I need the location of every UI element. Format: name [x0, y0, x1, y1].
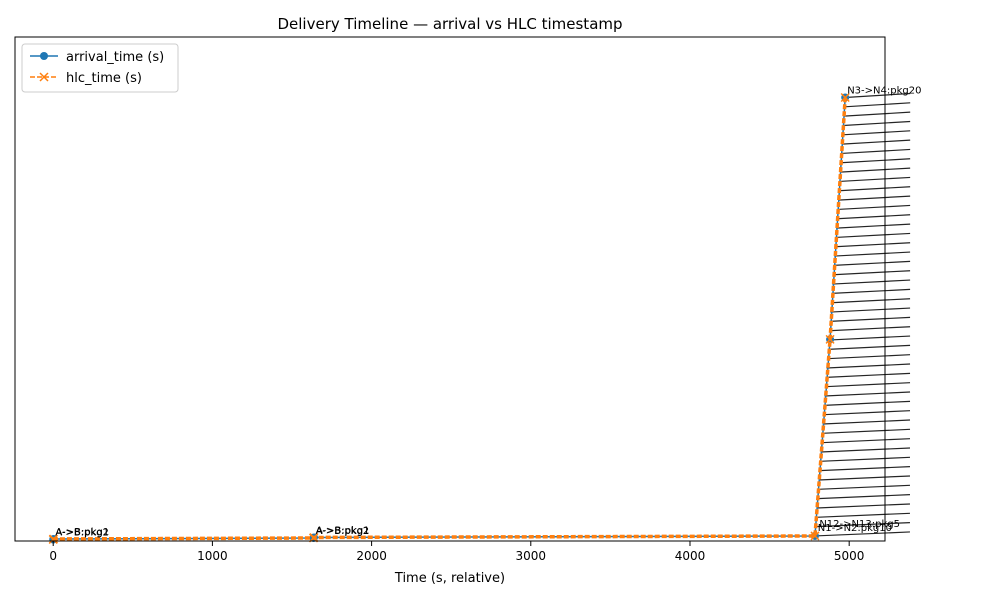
- annotation-leader: [843, 120, 911, 127]
- annotation-leader: [835, 232, 911, 239]
- annotation-label: N12->N13:pkg5: [819, 519, 900, 530]
- annotation-leader: [834, 251, 911, 257]
- annotation-leader: [839, 176, 911, 183]
- legend-marker: [39, 72, 49, 82]
- annotation-leader: [832, 270, 911, 276]
- annotation-leader: [825, 372, 911, 378]
- series-0: [49, 93, 850, 544]
- annotation-leader: [842, 130, 911, 136]
- annotation-leader: [843, 111, 911, 117]
- annotation-leader: [816, 512, 910, 518]
- annotation-leader: [836, 223, 911, 229]
- annotation-leader: [819, 466, 911, 472]
- annotation-leader: [838, 186, 911, 192]
- annotation-leader: [827, 354, 911, 360]
- annotation-leader: [844, 102, 911, 108]
- annotation-leader: [837, 204, 911, 211]
- annotation-leader: [832, 279, 911, 285]
- annotation-leader: [845, 92, 911, 99]
- annotation-leader: [836, 214, 911, 220]
- series-line: [51, 97, 847, 541]
- annotation-leader: [826, 363, 911, 369]
- annotation-leader: [841, 148, 911, 155]
- annotation-label: A->B:pkg1: [56, 527, 110, 538]
- annotation-leader: [833, 260, 911, 267]
- series-line: [52, 97, 846, 540]
- annotation-leader: [823, 400, 911, 406]
- data-point: [810, 531, 820, 541]
- annotation-leader: [827, 344, 911, 350]
- plot-frame: [14, 36, 886, 542]
- annotation-leader: [815, 522, 910, 528]
- annotation-leader: [841, 139, 911, 145]
- x-tick-label: 0: [49, 549, 57, 563]
- annotation-leader: [830, 307, 911, 313]
- annotation-leader: [818, 484, 911, 490]
- annotation-leader: [820, 456, 911, 462]
- annotation-leader: [831, 288, 911, 294]
- x-tick-label: 4000: [675, 549, 706, 563]
- x-tick-label: 5000: [834, 549, 865, 563]
- annotation-leader: [829, 316, 911, 322]
- legend-label: hlc_time (s): [66, 71, 142, 86]
- annotation-leader: [816, 503, 910, 509]
- annotation-leader: [824, 391, 911, 397]
- annotation-label: N1->N2:pkg10: [818, 523, 892, 534]
- annotation-label: A->B:pkg2: [315, 526, 369, 537]
- x-tick-label: 2000: [356, 549, 387, 563]
- annotation-leader: [821, 438, 911, 444]
- annotation-leader: [822, 419, 911, 425]
- annotation-leader: [831, 298, 911, 304]
- annotation-leader: [818, 475, 911, 481]
- legend-marker: [40, 52, 48, 60]
- data-point: [309, 532, 319, 543]
- series-1: [48, 92, 850, 545]
- legend-label: arrival_time (s): [66, 50, 164, 65]
- annotation-leader: [840, 167, 911, 173]
- annotation-leader: [829, 326, 911, 332]
- annotation-label: A->B:pkg1: [316, 525, 370, 536]
- annotation-label: A->B:pkg2: [55, 527, 109, 538]
- annotation-leader: [820, 447, 911, 453]
- annotation-leader: [823, 410, 911, 416]
- annotation-leader: [822, 428, 911, 434]
- chart-title: Delivery Timeline — arrival vs HLC times…: [277, 15, 622, 33]
- x-tick-label: 3000: [516, 549, 547, 563]
- x-axis-label: Time (s, relative): [394, 571, 505, 586]
- legend-box: [21, 43, 179, 93]
- annotation-leader: [828, 335, 911, 341]
- x-tick-label: 1000: [197, 549, 228, 563]
- data-point: [840, 92, 850, 103]
- data-point: [48, 534, 59, 544]
- annotation-leader: [840, 158, 911, 164]
- legend: arrival_time (s) hlc_time (s): [21, 43, 179, 93]
- annotation-leader: [838, 195, 911, 201]
- annotation-burst: [814, 92, 911, 537]
- annotation-leader: [834, 242, 911, 248]
- annotation-leader: [817, 494, 911, 500]
- annotation-leader: [825, 382, 911, 388]
- data-point: [825, 334, 835, 344]
- annotation-leader: [814, 531, 910, 537]
- annotation-label: N3->N4:pkg20: [847, 85, 921, 96]
